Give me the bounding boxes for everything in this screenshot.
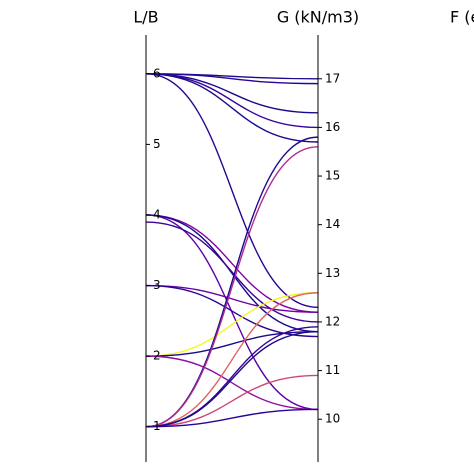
series-line [145,330,319,357]
axis-title: G (kN/m3) [277,8,359,27]
y-tick-label: 10 [325,412,340,426]
series-line [145,214,319,313]
series-line [145,408,319,428]
y-tick-label: 2 [153,349,161,363]
series-line [145,374,319,428]
series-line [145,292,319,357]
y-tick-label: 16 [325,120,340,134]
series-line [145,284,319,313]
y-tick-label: 11 [325,363,340,377]
series-line [145,330,319,428]
y-tick-label: 5 [153,137,161,151]
y-tick-label: 6 [153,66,161,80]
axis-title: L/B [133,8,158,27]
y-tick-label: 1 [153,419,161,433]
y-tick-label: 15 [325,169,340,183]
y-tick-label: 14 [325,217,340,231]
y-tick-label: 3 [153,278,161,292]
series-line [145,73,319,114]
series-line [145,284,319,338]
series-line [145,73,319,85]
axis-title: F (e [450,8,474,27]
series-line [145,73,319,143]
series-line [145,221,319,323]
y-tick-label: 4 [153,207,161,221]
series-line [145,146,319,428]
y-tick-label: 13 [325,266,340,280]
y-tick-label: 17 [325,71,340,85]
series-line [145,214,319,411]
y-tick-label: 12 [325,314,340,328]
series-line [145,355,319,411]
series-line [145,214,319,333]
series-line [145,292,319,428]
